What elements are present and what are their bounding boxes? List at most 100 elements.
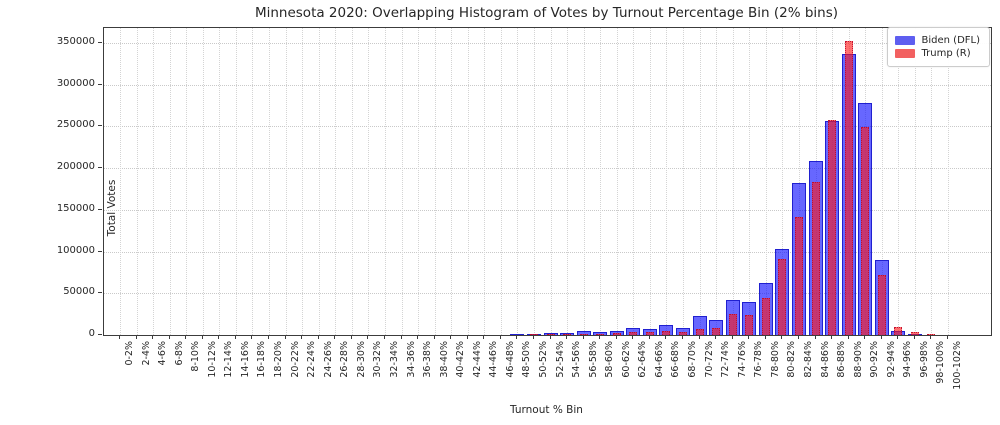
x-tick-label: 48-50% bbox=[521, 341, 533, 378]
x-gridline bbox=[318, 28, 320, 335]
x-tick-mark bbox=[947, 335, 948, 339]
x-tick-label: 68-70% bbox=[687, 341, 699, 378]
x-gridline bbox=[649, 28, 651, 335]
x-gridline bbox=[202, 28, 204, 335]
x-gridline bbox=[633, 28, 635, 335]
x-tick-mark bbox=[201, 335, 203, 339]
x-tick-mark bbox=[814, 335, 816, 339]
y-tick-mark bbox=[98, 208, 102, 210]
bar-biden-68-70% bbox=[676, 327, 691, 335]
x-gridline bbox=[550, 28, 552, 335]
y-gridline bbox=[104, 168, 991, 170]
x-tick-label: 56-58% bbox=[587, 341, 599, 378]
x-tick-mark bbox=[466, 335, 468, 339]
bar-trump-88-90% bbox=[844, 41, 853, 335]
legend-label-trump: Trump (R) bbox=[921, 48, 971, 59]
bar-biden-64-66% bbox=[642, 328, 657, 335]
x-tick-label: 12-14% bbox=[223, 341, 235, 378]
bar-trump-66-68% bbox=[662, 331, 671, 335]
x-tick-label: 36-38% bbox=[422, 341, 434, 378]
x-tick-label: 90-92% bbox=[869, 341, 881, 378]
x-tick-mark bbox=[533, 335, 534, 339]
bar-trump-84-86% bbox=[811, 182, 820, 335]
y-tick-mark bbox=[98, 250, 102, 252]
x-tick-label: 20-22% bbox=[289, 341, 301, 378]
x-tick-mark bbox=[764, 335, 766, 339]
x-tick-mark bbox=[301, 335, 303, 339]
x-gridline bbox=[434, 28, 436, 335]
x-tick-label: 24-26% bbox=[322, 341, 334, 378]
chart-title: Minnesota 2020: Overlapping Histogram of… bbox=[254, 5, 839, 21]
x-tick-mark bbox=[450, 335, 452, 339]
y-gridline bbox=[104, 126, 991, 128]
x-tick-mark bbox=[582, 335, 584, 339]
x-tick-mark bbox=[417, 335, 419, 339]
x-tick-label: 78-80% bbox=[769, 341, 781, 378]
legend-item-trump: Trump (R) bbox=[894, 48, 980, 59]
bar-trump-76-78% bbox=[745, 314, 754, 335]
x-gridline bbox=[898, 28, 900, 335]
y-tick-label: 100000 bbox=[56, 244, 95, 256]
x-tick-label: 60-62% bbox=[620, 341, 632, 378]
x-tick-label: 100-102% bbox=[952, 341, 963, 390]
bar-trump-96-98% bbox=[910, 332, 919, 335]
plot-area: Total Votes bbox=[103, 27, 992, 336]
x-tick-label: 50-52% bbox=[538, 341, 549, 378]
x-tick-label: 18-20% bbox=[273, 341, 285, 378]
y-tick-mark bbox=[98, 83, 102, 85]
x-tick-label: 58-60% bbox=[604, 341, 616, 378]
x-gridline bbox=[765, 28, 767, 335]
y-tick-label: 50000 bbox=[63, 286, 95, 298]
x-tick-mark bbox=[880, 335, 882, 339]
x-tick-mark bbox=[433, 335, 435, 339]
x-tick-label: 16-18% bbox=[256, 341, 268, 378]
x-gridline bbox=[881, 28, 883, 335]
x-tick-mark bbox=[731, 335, 733, 339]
x-tick-mark bbox=[350, 335, 352, 339]
x-tick-label: 46-48% bbox=[504, 341, 516, 378]
x-tick-label: 44-46% bbox=[488, 341, 500, 378]
x-tick-label: 70-72% bbox=[703, 341, 715, 378]
x-tick-label: 2-4% bbox=[140, 341, 152, 366]
bar-trump-74-76% bbox=[728, 314, 737, 335]
x-tick-label: 42-44% bbox=[471, 341, 483, 378]
x-tick-label: 0-2% bbox=[124, 341, 135, 366]
legend-label-biden: Biden (DFL) bbox=[921, 35, 980, 46]
x-tick-label: 76-78% bbox=[753, 341, 765, 378]
bar-trump-86-88% bbox=[828, 120, 837, 335]
x-tick-label: 8-10% bbox=[190, 341, 202, 372]
bar-trump-94-96% bbox=[894, 326, 903, 335]
x-tick-label: 88-90% bbox=[852, 341, 864, 378]
x-gridline bbox=[384, 28, 386, 335]
x-gridline bbox=[699, 28, 701, 335]
x-tick-mark bbox=[119, 335, 120, 339]
y-tick-label: 200000 bbox=[56, 161, 95, 173]
bar-biden-56-58% bbox=[576, 331, 591, 335]
x-tick-mark bbox=[317, 335, 319, 339]
x-tick-mark bbox=[152, 335, 154, 339]
x-gridline bbox=[269, 28, 271, 335]
bar-trump-58-60% bbox=[596, 333, 605, 335]
biden-swatch-icon bbox=[894, 36, 915, 45]
x-gridline bbox=[948, 28, 949, 335]
x-gridline bbox=[732, 28, 734, 335]
bar-trump-50-52% bbox=[530, 334, 538, 335]
bar-trump-90-92% bbox=[861, 127, 870, 335]
x-tick-mark bbox=[632, 335, 634, 339]
x-tick-label: 74-76% bbox=[736, 341, 748, 378]
x-tick-mark bbox=[897, 335, 899, 339]
x-tick-label: 62-64% bbox=[637, 341, 649, 378]
x-tick-label: 96-98% bbox=[918, 341, 930, 378]
x-tick-label: 32-34% bbox=[388, 341, 400, 378]
x-tick-label: 64-66% bbox=[653, 341, 665, 378]
bar-trump-68-70% bbox=[679, 332, 688, 335]
x-gridline bbox=[567, 28, 569, 335]
y-tick-label: 300000 bbox=[56, 77, 95, 89]
x-tick-mark bbox=[648, 335, 650, 339]
bar-trump-52-54% bbox=[546, 334, 555, 335]
bar-trump-72-74% bbox=[712, 328, 721, 335]
x-tick-mark bbox=[367, 335, 369, 339]
x-gridline bbox=[153, 28, 155, 335]
x-tick-mark bbox=[566, 335, 568, 339]
x-tick-label: 92-94% bbox=[885, 341, 897, 378]
